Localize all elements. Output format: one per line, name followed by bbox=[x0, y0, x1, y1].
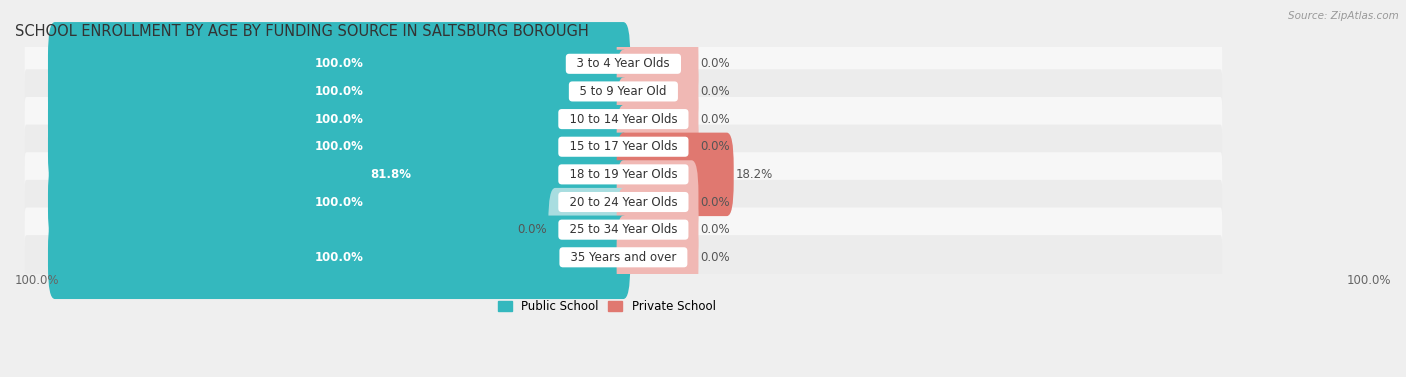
FancyBboxPatch shape bbox=[617, 105, 699, 188]
FancyBboxPatch shape bbox=[617, 188, 699, 271]
Text: 81.8%: 81.8% bbox=[370, 168, 412, 181]
Text: 100.0%: 100.0% bbox=[315, 196, 364, 208]
Text: 25 to 34 Year Olds: 25 to 34 Year Olds bbox=[562, 223, 685, 236]
Text: 100.0%: 100.0% bbox=[315, 140, 364, 153]
FancyBboxPatch shape bbox=[25, 125, 1222, 169]
Text: SCHOOL ENROLLMENT BY AGE BY FUNDING SOURCE IN SALTSBURG BOROUGH: SCHOOL ENROLLMENT BY AGE BY FUNDING SOUR… bbox=[15, 24, 589, 39]
Text: 20 to 24 Year Olds: 20 to 24 Year Olds bbox=[562, 196, 685, 208]
Text: 100.0%: 100.0% bbox=[15, 274, 59, 287]
Text: Source: ZipAtlas.com: Source: ZipAtlas.com bbox=[1288, 11, 1399, 21]
Text: 0.0%: 0.0% bbox=[700, 85, 730, 98]
Text: 18 to 19 Year Olds: 18 to 19 Year Olds bbox=[562, 168, 685, 181]
Text: 15 to 17 Year Olds: 15 to 17 Year Olds bbox=[562, 140, 685, 153]
Text: 5 to 9 Year Old: 5 to 9 Year Old bbox=[572, 85, 675, 98]
FancyBboxPatch shape bbox=[548, 188, 630, 271]
FancyBboxPatch shape bbox=[25, 42, 1222, 86]
FancyBboxPatch shape bbox=[25, 69, 1222, 113]
FancyBboxPatch shape bbox=[48, 22, 630, 106]
FancyBboxPatch shape bbox=[617, 216, 699, 299]
Text: 0.0%: 0.0% bbox=[700, 223, 730, 236]
Text: 18.2%: 18.2% bbox=[735, 168, 773, 181]
Text: 0.0%: 0.0% bbox=[700, 57, 730, 70]
Text: 35 Years and over: 35 Years and over bbox=[562, 251, 683, 264]
Text: 100.0%: 100.0% bbox=[315, 85, 364, 98]
FancyBboxPatch shape bbox=[617, 50, 699, 133]
FancyBboxPatch shape bbox=[48, 105, 630, 188]
Text: 100.0%: 100.0% bbox=[315, 251, 364, 264]
Text: 0.0%: 0.0% bbox=[700, 113, 730, 126]
FancyBboxPatch shape bbox=[25, 180, 1222, 224]
Text: 0.0%: 0.0% bbox=[700, 251, 730, 264]
Text: 0.0%: 0.0% bbox=[700, 196, 730, 208]
FancyBboxPatch shape bbox=[25, 235, 1222, 279]
Text: 0.0%: 0.0% bbox=[517, 223, 547, 236]
FancyBboxPatch shape bbox=[152, 133, 630, 216]
FancyBboxPatch shape bbox=[25, 97, 1222, 141]
Text: 100.0%: 100.0% bbox=[315, 113, 364, 126]
FancyBboxPatch shape bbox=[48, 216, 630, 299]
FancyBboxPatch shape bbox=[617, 22, 699, 106]
Text: 0.0%: 0.0% bbox=[700, 140, 730, 153]
FancyBboxPatch shape bbox=[617, 77, 699, 161]
Text: 100.0%: 100.0% bbox=[315, 57, 364, 70]
FancyBboxPatch shape bbox=[617, 160, 699, 244]
FancyBboxPatch shape bbox=[48, 77, 630, 161]
Text: 3 to 4 Year Olds: 3 to 4 Year Olds bbox=[569, 57, 678, 70]
FancyBboxPatch shape bbox=[48, 160, 630, 244]
Text: 100.0%: 100.0% bbox=[1347, 274, 1391, 287]
Text: 10 to 14 Year Olds: 10 to 14 Year Olds bbox=[562, 113, 685, 126]
FancyBboxPatch shape bbox=[25, 152, 1222, 196]
FancyBboxPatch shape bbox=[617, 133, 734, 216]
Legend: Public School, Private School: Public School, Private School bbox=[494, 296, 720, 318]
FancyBboxPatch shape bbox=[48, 50, 630, 133]
FancyBboxPatch shape bbox=[25, 207, 1222, 252]
